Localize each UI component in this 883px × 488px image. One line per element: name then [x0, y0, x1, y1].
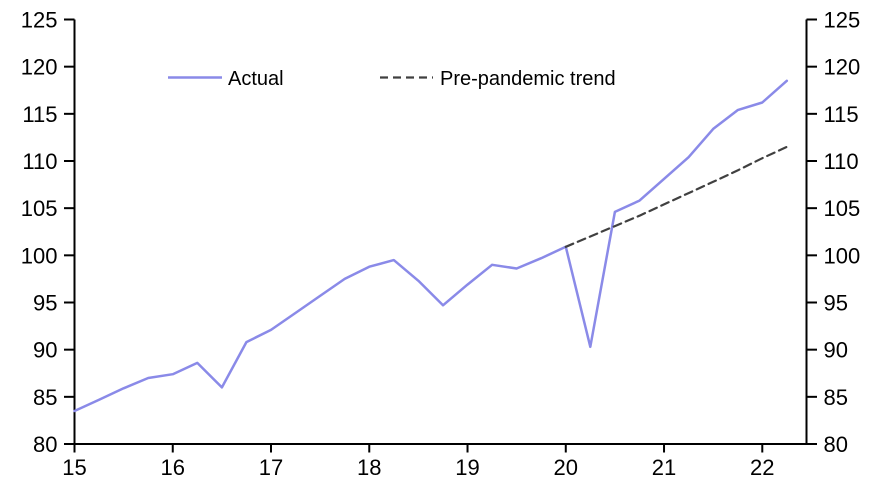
x-axis-tick-label: 21: [652, 455, 676, 480]
y-axis-left-tick-label: 125: [21, 8, 58, 33]
x-axis-tick-label: 17: [259, 455, 283, 480]
legend-item-actual: Actual: [168, 68, 284, 90]
x-axis-tick-label: 15: [62, 455, 86, 480]
y-axis-left-tick-label: 95: [33, 291, 57, 316]
y-axis-left-tick-label: 120: [21, 55, 58, 80]
y-axis-right-tick-label: 100: [824, 243, 861, 268]
legend: Actual Pre-pandemic trend: [168, 68, 616, 90]
y-axis-right-tick-label: 85: [824, 385, 848, 410]
y-axis-right-tick-label: 90: [824, 338, 848, 363]
x-axis-tick-label: 22: [750, 455, 774, 480]
x-axis-tick-label: 18: [357, 455, 381, 480]
y-axis-left-tick-label: 90: [33, 338, 57, 363]
legend-label-pre-pandemic-trend: Pre-pandemic trend: [440, 68, 616, 90]
y-axis-right-tick-label: 105: [824, 196, 861, 221]
y-axis-left-tick-label: 110: [22, 149, 57, 174]
legend-label-actual: Actual: [228, 68, 284, 90]
x-axis-tick-label: 20: [554, 455, 578, 480]
y-axis-left-tick-label: 105: [21, 196, 58, 221]
y-axis-right-tick-label: 120: [824, 55, 861, 80]
y-axis-left-tick-label: 85: [33, 385, 57, 410]
y-axis-right-tick-label: 125: [824, 8, 861, 33]
x-axis-tick-label: 19: [455, 455, 479, 480]
y-axis-right-tick-label: 95: [824, 291, 848, 316]
y-axis-left-tick-label: 115: [22, 102, 57, 127]
actual-line: [73, 79, 789, 413]
y-axis-left-tick-label: 80: [33, 432, 57, 457]
x-axis-tick-label: 16: [161, 455, 185, 480]
y-axis-right-tick-label: 110: [824, 149, 859, 174]
pre-pandemic-trend-line: [564, 145, 788, 248]
legend-item-pre-pandemic-trend: Pre-pandemic trend: [380, 68, 616, 90]
y-axis-left-tick-label: 100: [21, 243, 58, 268]
y-axis-right-tick-label: 80: [824, 432, 848, 457]
y-axis-right-tick-label: 115: [824, 102, 859, 127]
